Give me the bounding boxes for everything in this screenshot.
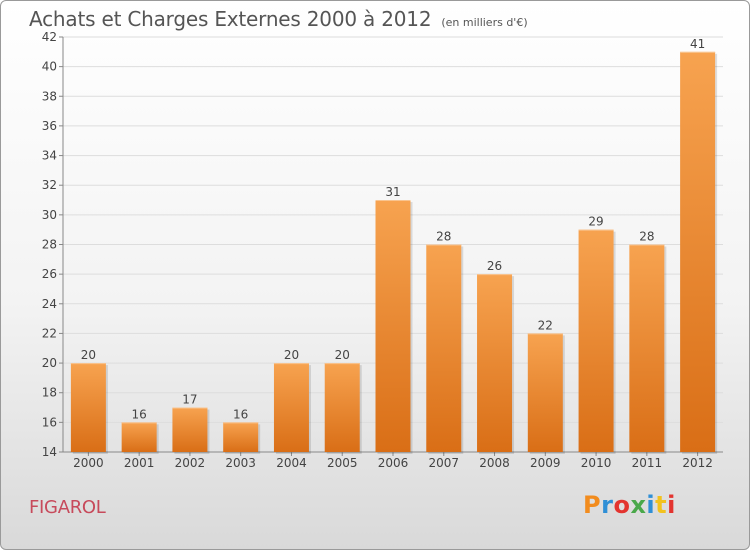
y-tick-label: 20	[42, 356, 57, 370]
x-tick-label: 2006	[378, 456, 409, 470]
logo-letter: o	[613, 491, 631, 519]
bar	[426, 244, 462, 452]
bar	[172, 407, 208, 452]
bar	[273, 363, 309, 452]
data-label: 41	[690, 37, 705, 51]
data-label: 16	[233, 407, 248, 421]
x-tick-label: 2000	[73, 456, 104, 470]
bar	[324, 363, 360, 452]
data-label: 22	[538, 318, 553, 332]
bar	[223, 422, 259, 452]
y-tick-label: 26	[42, 267, 57, 281]
y-tick-label: 28	[42, 238, 57, 252]
data-label: 26	[487, 259, 502, 273]
data-label: 20	[81, 348, 96, 362]
x-tick-label: 2005	[327, 456, 358, 470]
y-tick-label: 24	[42, 297, 57, 311]
data-label: 17	[182, 393, 197, 407]
y-tick-label: 14	[42, 445, 57, 459]
bar	[527, 333, 563, 452]
data-label: 28	[639, 230, 654, 244]
chart-subtitle: (en milliers d'€)	[441, 16, 528, 29]
x-tick-label: 2003	[225, 456, 256, 470]
x-tick-label: 2001	[124, 456, 155, 470]
y-tick-label: 16	[42, 415, 57, 429]
x-tick-label: 2012	[682, 456, 713, 470]
bar	[121, 422, 157, 452]
x-tick-label: 2004	[276, 456, 307, 470]
x-tick-label: 2011	[632, 456, 663, 470]
bar	[578, 229, 614, 452]
labels: 14 16 18 20 22 24 26 28 30 32 34 36 38 40 42 20 2000 16 20…	[42, 30, 713, 470]
bar	[477, 274, 513, 452]
data-label: 28	[436, 230, 451, 244]
chart-header: Achats et Charges Externes 2000 à 2012 (e…	[29, 7, 528, 31]
logo-letter: r	[601, 491, 614, 519]
y-tick-label: 36	[42, 119, 57, 133]
bars	[70, 51, 718, 454]
data-label: 29	[588, 215, 603, 229]
logo-letter: x	[630, 491, 647, 519]
bar	[375, 200, 411, 452]
y-tick-label: 18	[42, 386, 57, 400]
x-tick-label: 2010	[581, 456, 612, 470]
bar	[70, 363, 106, 452]
bar	[629, 244, 665, 452]
logo-letter: i	[667, 491, 676, 519]
logo-letter: P	[583, 491, 602, 519]
y-tick-label: 34	[42, 149, 57, 163]
y-tick-label: 22	[42, 326, 57, 340]
y-tick-label: 42	[42, 30, 57, 44]
x-tick-label: 2009	[530, 456, 561, 470]
y-tick-label: 38	[42, 89, 57, 103]
chart-title: Achats et Charges Externes 2000 à 2012	[29, 7, 432, 31]
y-tick-label: 40	[42, 60, 57, 74]
proxiti-logo: Proxiti	[583, 491, 676, 519]
data-label: 20	[335, 348, 350, 362]
bar	[680, 51, 716, 452]
data-label: 16	[132, 407, 147, 421]
data-label: 20	[284, 348, 299, 362]
commune-name: FIGAROL	[29, 497, 106, 518]
y-tick-label: 30	[42, 208, 57, 222]
x-tick-label: 2007	[428, 456, 459, 470]
x-tick-label: 2002	[175, 456, 206, 470]
y-tick-label: 32	[42, 178, 57, 192]
x-tick-label: 2008	[479, 456, 510, 470]
logo-letter: t	[655, 491, 668, 519]
logo-letter: i	[646, 491, 656, 519]
data-label: 31	[385, 185, 400, 199]
